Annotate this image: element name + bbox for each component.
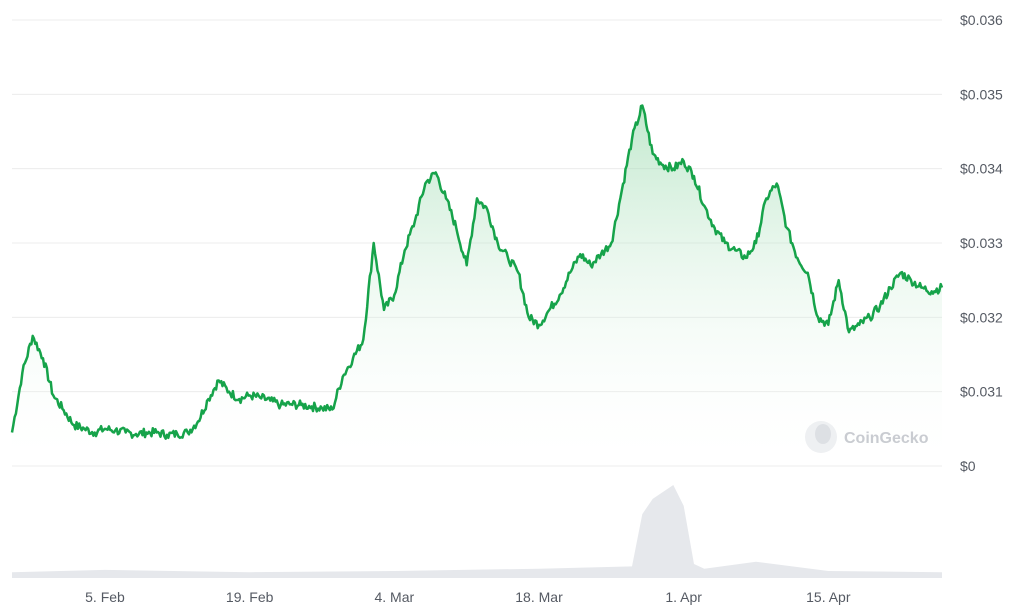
coingecko-watermark: CoinGecko	[805, 421, 929, 453]
y-tick-label: $0.035	[960, 86, 1003, 102]
gecko-logo-inner	[815, 424, 831, 444]
y-tick-label: $0.031	[960, 384, 1003, 400]
y-axis-labels: $0.036 $0.035 $0.034 $0.033 $0.032 $0.031 $0	[960, 12, 1003, 474]
y-tick-label: $0.033	[960, 235, 1003, 251]
x-tick-label: 1. Apr	[665, 589, 702, 605]
price-line	[10, 104, 944, 440]
x-tick-label: 5. Feb	[85, 589, 125, 605]
x-tick-label: 19. Feb	[226, 589, 274, 605]
volume-bars	[12, 485, 942, 578]
y-tick-label: $0.034	[960, 161, 1003, 177]
y-tick-label: $0	[960, 458, 976, 474]
volume-area	[12, 485, 942, 578]
x-tick-label: 4. Mar	[374, 589, 414, 605]
x-axis-labels: 5. Feb 19. Feb 4. Mar 18. Mar 1. Apr 15. Apr	[85, 589, 851, 605]
y-tick-label: $0.036	[960, 12, 1003, 28]
x-tick-label: 18. Mar	[515, 589, 563, 605]
x-tick-label: 15. Apr	[806, 589, 851, 605]
watermark-label: CoinGecko	[844, 430, 929, 447]
y-tick-label: $0.032	[960, 309, 1003, 325]
price-area-fill	[12, 105, 942, 466]
